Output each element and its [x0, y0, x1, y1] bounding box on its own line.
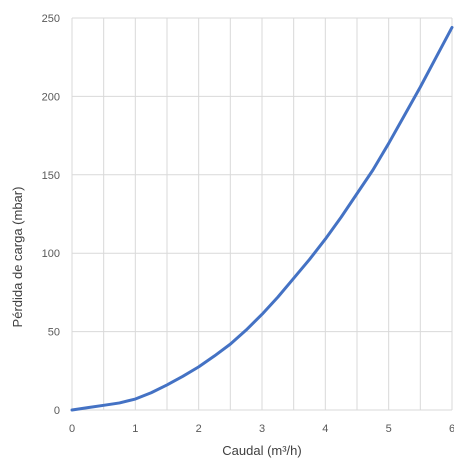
x-tick-label: 2: [196, 423, 202, 435]
series-layer: [70, 25, 454, 412]
x-tick-label: 6: [449, 423, 454, 435]
y-axis-ticks: 0 50 100 150 200 250: [42, 13, 60, 417]
x-tick-label: 3: [259, 423, 265, 435]
x-tick-label: 4: [322, 423, 328, 435]
y-tick-label: 0: [54, 405, 60, 417]
x-tick-label: 1: [132, 423, 138, 435]
x-axis-ticks: 0 1 2 3 4 5 6: [69, 423, 454, 435]
y-tick-label: 250: [42, 13, 60, 25]
y-tick-label: 200: [42, 91, 60, 103]
y-axis-title: Pérdida de carga (mbar): [10, 187, 25, 328]
y-tick-label: 50: [48, 327, 60, 339]
x-axis-title: Caudal (m³/h): [222, 443, 301, 458]
x-tick-label: 0: [69, 423, 75, 435]
gridlines: [71, 17, 453, 411]
x-tick-label: 5: [386, 423, 392, 435]
series-line-0: [70, 25, 454, 412]
y-tick-label: 100: [42, 248, 60, 260]
y-tick-label: 150: [42, 170, 60, 182]
